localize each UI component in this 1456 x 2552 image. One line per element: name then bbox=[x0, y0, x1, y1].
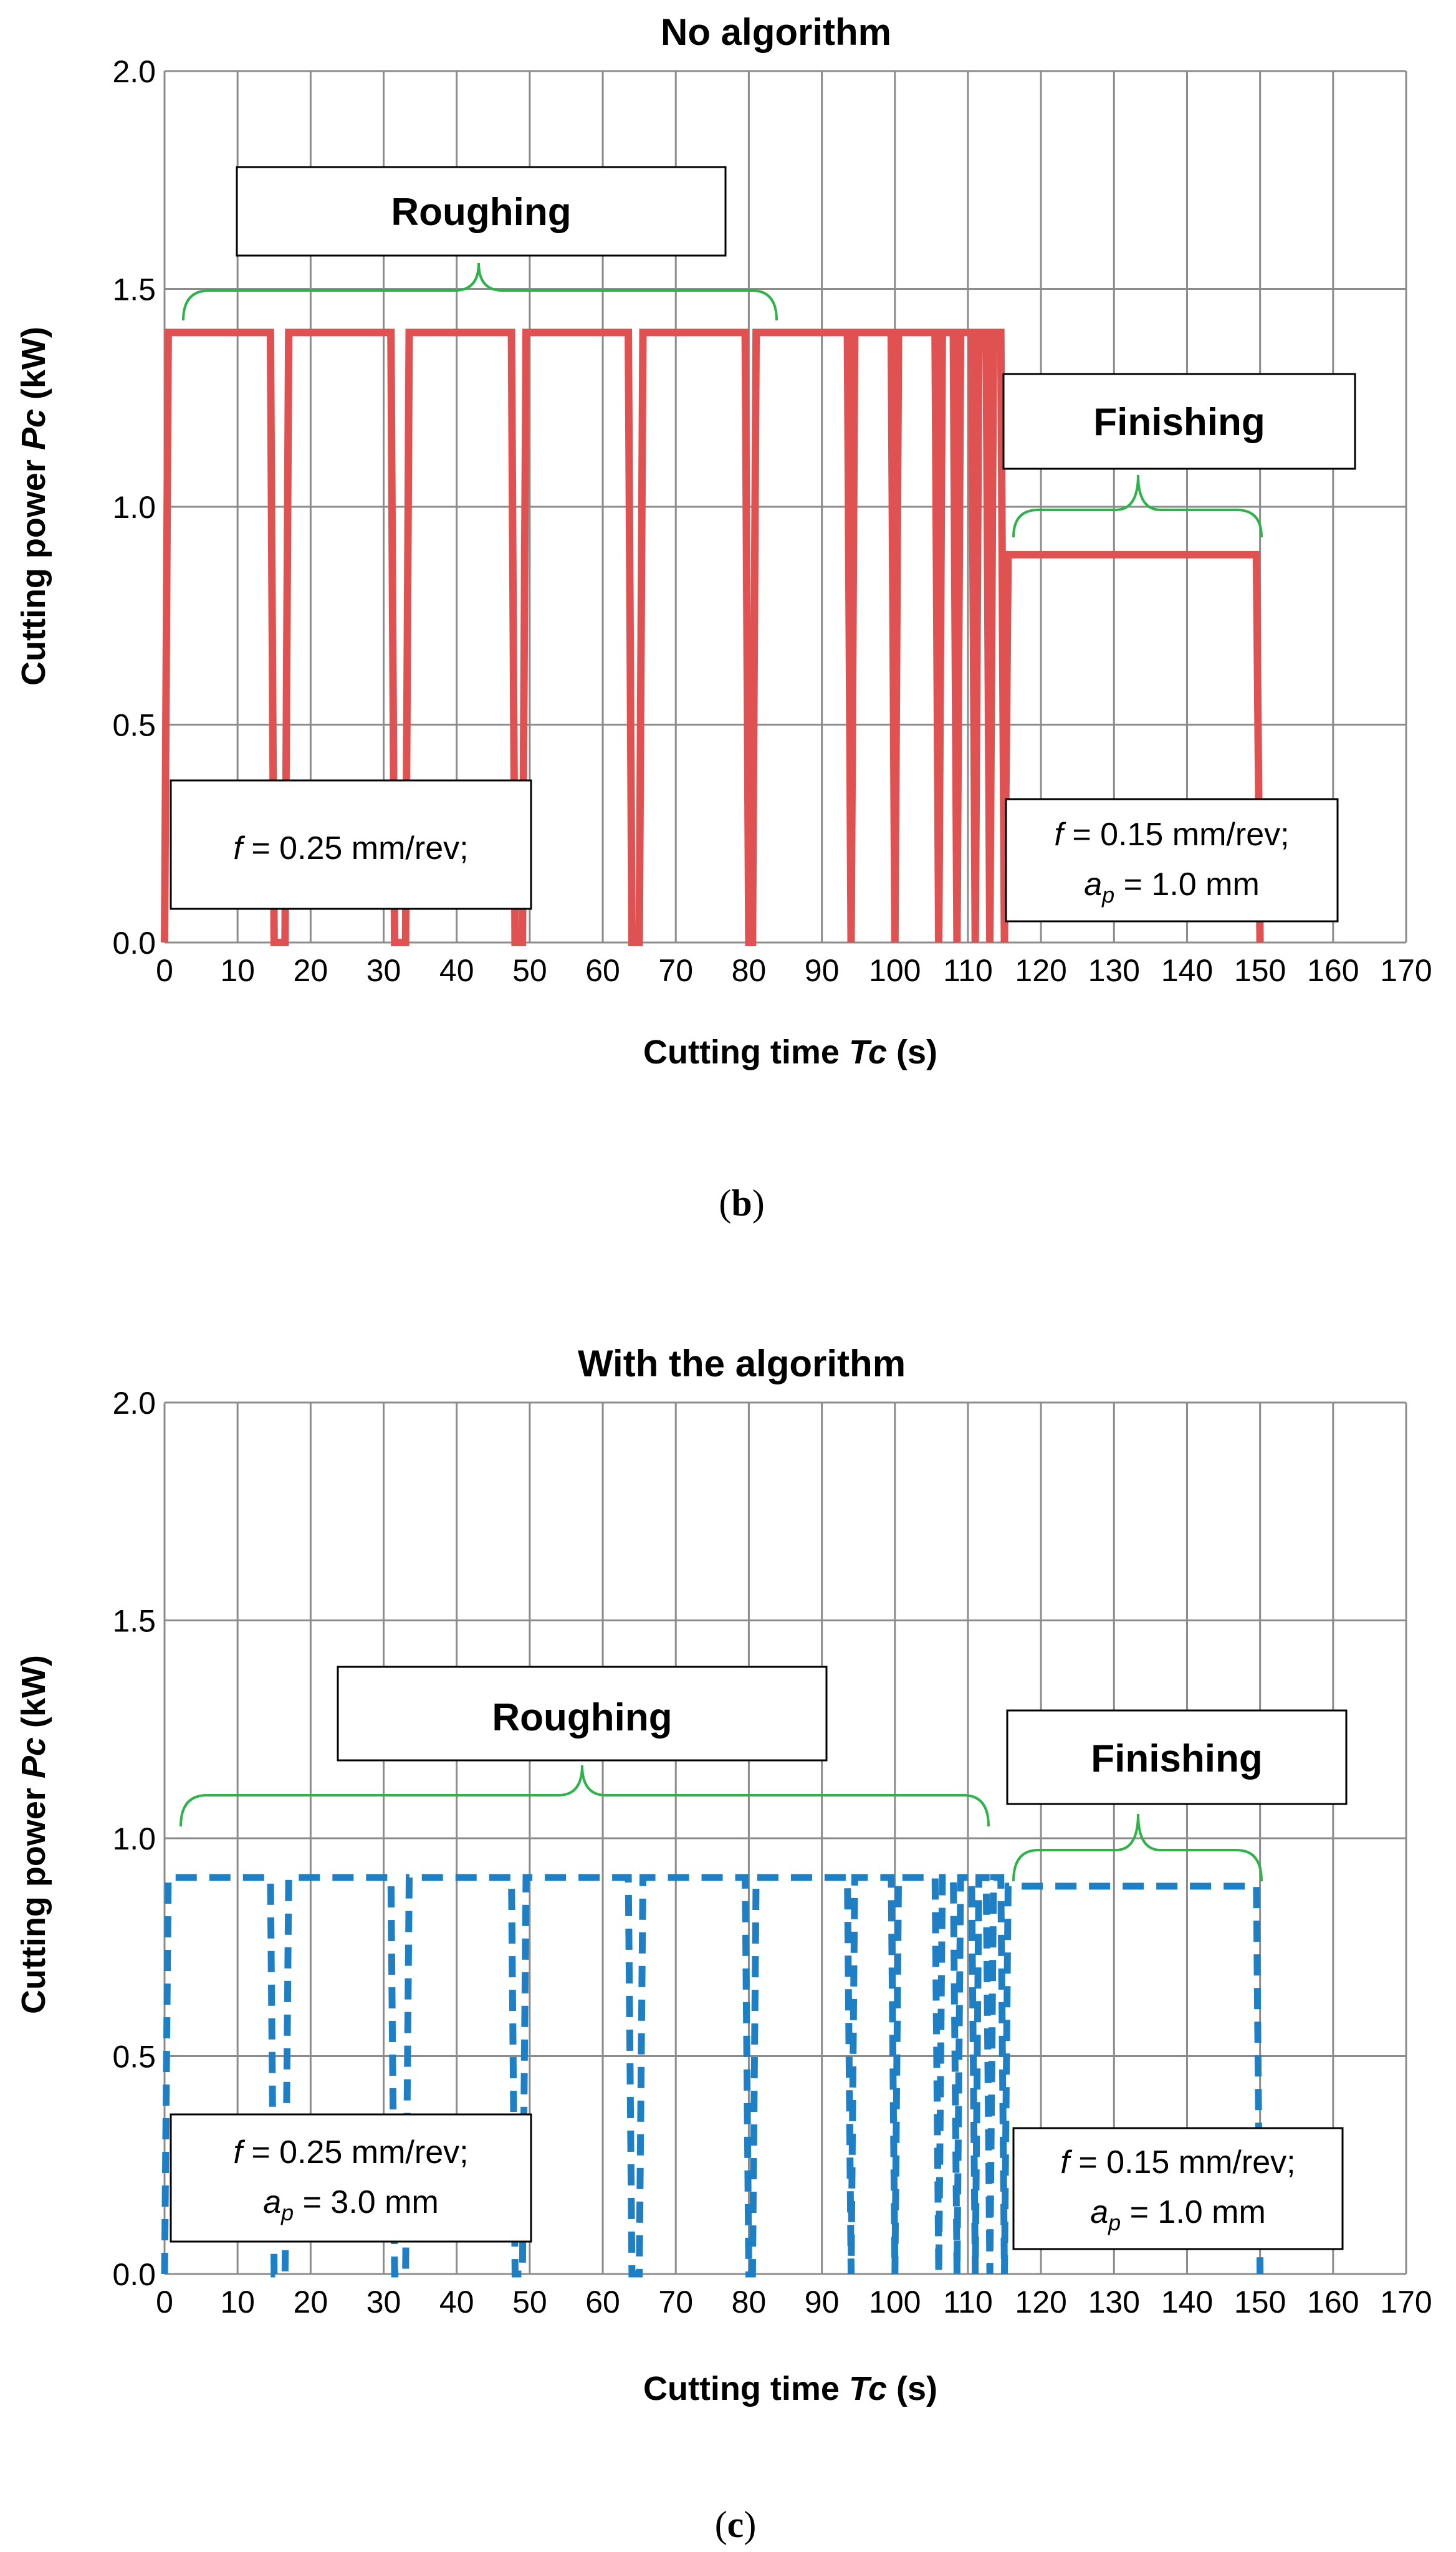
chart-with-algorithm: With the algorithm 0.0 0.5 1.0 1.5 2.0 0 10 20… bbox=[15, 1343, 1432, 2407]
x-tick-label: 50 bbox=[512, 2285, 547, 2319]
finishing-label: Finishing bbox=[1093, 401, 1265, 444]
x-tick-label: 140 bbox=[1161, 953, 1213, 988]
x-tick-label: 90 bbox=[805, 953, 840, 988]
roughing-feed-text: f = 0.25 mm/rev; bbox=[233, 2134, 468, 2171]
y-tick-label: 1.0 bbox=[112, 1821, 156, 1856]
finishing-bracket bbox=[1012, 1813, 1263, 1882]
x-tick-label: 60 bbox=[585, 953, 620, 988]
chart-no-algorithm: No algorithm 0.0 0.5 1.0 1.5 2.0 0 10 20 30 40 50… bbox=[15, 11, 1432, 1071]
roughing-feed-text: f = 0.25 mm/rev; bbox=[233, 830, 468, 866]
finishing-label: Finishing bbox=[1091, 1737, 1263, 1780]
y-tick-labels: 0.0 0.5 1.0 1.5 2.0 bbox=[112, 54, 156, 961]
finishing-depth-text: ap = 1.0 mm bbox=[1090, 2194, 1266, 2235]
roughing-bracket bbox=[182, 262, 778, 321]
x-tick-label: 10 bbox=[220, 2285, 255, 2319]
x-tick-labels: 0 10 20 30 40 50 60 70 80 90 100 110 120 130 140 150 160… bbox=[156, 953, 1432, 988]
x-tick-labels: 0 10 20 30 40 50 60 70 80 90 100 110 120 130 140 150 160… bbox=[156, 2285, 1432, 2319]
x-axis-title: Cutting time Tc (s) bbox=[643, 1034, 937, 1071]
finishing-feed-text: f = 0.15 mm/rev; bbox=[1060, 2144, 1295, 2180]
y-tick-labels: 0.0 0.5 1.0 1.5 2.0 bbox=[112, 1386, 156, 2292]
x-tick-label: 150 bbox=[1234, 2285, 1286, 2319]
roughing-label: Roughing bbox=[391, 191, 571, 234]
y-tick-label: 0.5 bbox=[112, 708, 156, 743]
y-tick-label: 1.0 bbox=[112, 490, 156, 525]
x-tick-label: 110 bbox=[943, 953, 993, 988]
y-tick-label: 0.5 bbox=[112, 2040, 156, 2075]
x-tick-label: 130 bbox=[1088, 2285, 1140, 2319]
finishing-parameters-box bbox=[1005, 798, 1339, 923]
x-tick-label: 40 bbox=[439, 953, 474, 988]
x-tick-label: 140 bbox=[1161, 2285, 1213, 2319]
finishing-feed-text: f = 0.15 mm/rev; bbox=[1054, 817, 1289, 853]
y-tick-label: 1.5 bbox=[112, 1604, 156, 1639]
x-tick-label: 70 bbox=[658, 953, 693, 988]
chart-title: With the algorithm bbox=[578, 1343, 906, 1384]
x-tick-label: 110 bbox=[943, 2285, 993, 2319]
y-tick-label: 2.0 bbox=[112, 54, 156, 89]
x-axis-title: Cutting time Tc (s) bbox=[643, 2370, 937, 2407]
x-tick-label: 60 bbox=[585, 2285, 620, 2319]
x-tick-label: 40 bbox=[439, 2285, 474, 2319]
chart-title: No algorithm bbox=[661, 11, 891, 53]
x-tick-label: 160 bbox=[1307, 2285, 1359, 2319]
x-tick-label: 70 bbox=[658, 2285, 693, 2319]
y-tick-label: 1.5 bbox=[112, 272, 156, 307]
roughing-depth-text: ap = 3.0 mm bbox=[263, 2184, 439, 2225]
x-tick-label: 10 bbox=[220, 953, 255, 988]
series-lines bbox=[161, 1874, 1264, 2278]
grid bbox=[163, 1401, 1407, 2275]
x-tick-label: 80 bbox=[732, 953, 767, 988]
x-tick-label: 150 bbox=[1234, 953, 1286, 988]
x-tick-label: 160 bbox=[1307, 953, 1359, 988]
finishing-label-box bbox=[1006, 1709, 1348, 1805]
x-tick-label: 30 bbox=[366, 2285, 401, 2319]
roughing-parameters-box bbox=[170, 779, 532, 910]
x-tick-label: 0 bbox=[156, 2285, 173, 2319]
finishing-depth-text: ap = 1.0 mm bbox=[1084, 866, 1260, 908]
x-tick-label: 130 bbox=[1088, 953, 1140, 988]
y-axis-title: Cutting power Pc (kW) bbox=[15, 1655, 52, 2014]
y-tick-label: 2.0 bbox=[112, 1386, 156, 1421]
finishing-label-box bbox=[1002, 373, 1356, 470]
roughing-label-box bbox=[236, 166, 727, 257]
panel-label-c: (c) bbox=[715, 2504, 757, 2545]
x-tick-label: 120 bbox=[1015, 2285, 1066, 2319]
finishing-bracket bbox=[1012, 474, 1263, 538]
series-line bbox=[161, 1874, 1264, 2278]
roughing-parameters-box bbox=[170, 2113, 532, 2243]
x-tick-label: 90 bbox=[805, 2285, 840, 2319]
x-tick-label: 120 bbox=[1015, 953, 1066, 988]
x-tick-label: 170 bbox=[1380, 2285, 1432, 2319]
x-tick-label: 30 bbox=[366, 953, 401, 988]
y-tick-label: 0.0 bbox=[112, 926, 156, 961]
y-axis-title: Cutting power Pc (kW) bbox=[15, 327, 52, 686]
finishing-parameters-box bbox=[1012, 2127, 1344, 2250]
x-tick-label: 170 bbox=[1380, 953, 1432, 988]
y-tick-label: 0.0 bbox=[112, 2257, 156, 2292]
x-tick-label: 100 bbox=[869, 953, 921, 988]
panel-label-b: (b) bbox=[719, 1182, 764, 1224]
x-tick-label: 20 bbox=[294, 953, 328, 988]
series-lines bbox=[161, 329, 1264, 946]
x-tick-label: 80 bbox=[732, 2285, 767, 2319]
roughing-label-box bbox=[337, 1666, 828, 1762]
series-line bbox=[161, 329, 1264, 946]
x-tick-label: 20 bbox=[294, 2285, 328, 2319]
roughing-bracket bbox=[180, 1765, 990, 1827]
x-tick-label: 0 bbox=[156, 953, 173, 988]
roughing-label: Roughing bbox=[492, 1696, 672, 1739]
x-tick-label: 100 bbox=[869, 2285, 921, 2319]
x-tick-label: 50 bbox=[512, 953, 547, 988]
